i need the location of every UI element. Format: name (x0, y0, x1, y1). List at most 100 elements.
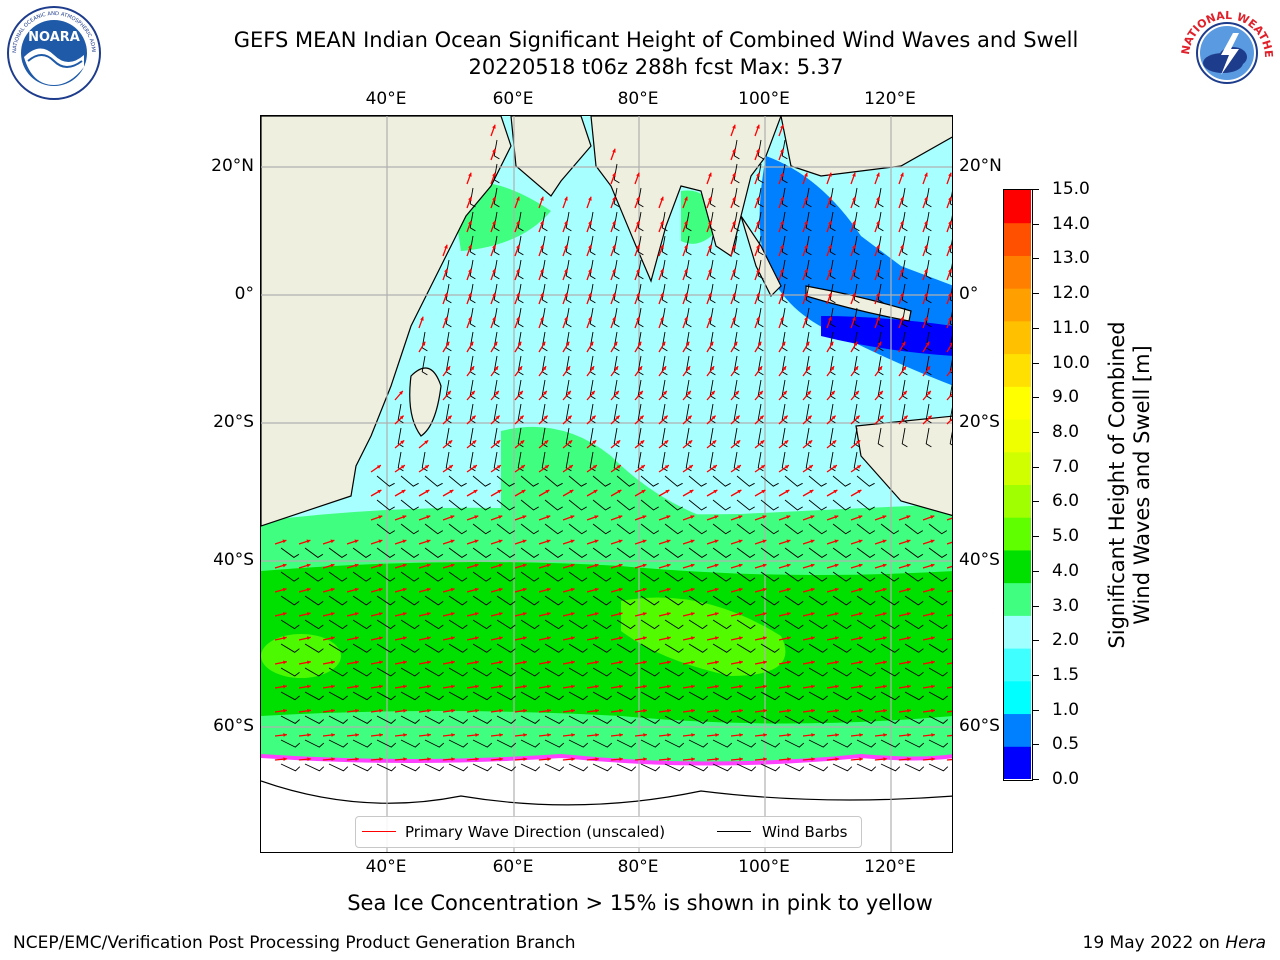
indochina-land (780, 116, 952, 177)
wind-barb (445, 259, 452, 280)
wave-direction-arrowhead (714, 636, 719, 640)
wind-barb (592, 595, 612, 606)
wind-barb (541, 451, 548, 472)
wind-barb (544, 643, 564, 653)
wind-barb (328, 595, 348, 606)
wind-barb (712, 619, 732, 630)
wave-direction-arrowhead (642, 636, 647, 640)
wind-barb (565, 451, 572, 472)
wave-direction-arrowhead (855, 415, 860, 420)
wind-barb (856, 595, 876, 606)
wind-barb (544, 763, 565, 772)
wave-direction-arrowhead (282, 563, 287, 568)
wave-direction-arrowhead (523, 684, 527, 689)
wind-barb (856, 667, 876, 677)
wave-direction-arrow (946, 418, 952, 425)
wind-barb (352, 547, 372, 558)
wave-direction-arrowhead (379, 708, 383, 713)
wind-barb (376, 475, 395, 487)
wind-barb (448, 715, 468, 724)
wind-barb (472, 595, 492, 606)
wave-direction-arrowhead (951, 391, 952, 394)
wind-barb (904, 691, 924, 701)
wave-direction-arrowhead (474, 515, 479, 519)
wind-barb (448, 667, 468, 677)
wind-barb (925, 283, 932, 304)
wind-barb (397, 451, 404, 472)
lat-tick-left: 20°S (213, 412, 254, 432)
wave-direction-arrowhead (667, 733, 671, 737)
wave-direction-arrowhead (828, 196, 832, 201)
wind-barb (853, 403, 860, 424)
wind-barb (904, 667, 924, 677)
wind-barb (757, 235, 764, 256)
wind-barb (568, 643, 588, 653)
wind-barb (448, 547, 468, 558)
wind-barb (757, 163, 764, 184)
wind-barb (640, 739, 661, 748)
wave-direction-arrowhead (639, 390, 643, 395)
wave-direction-arrowhead (468, 268, 472, 273)
wave-direction-arrowhead (612, 196, 616, 201)
wave-direction-arrowhead (498, 515, 503, 519)
wind-barb (493, 259, 500, 280)
colorbar-swatch (1004, 680, 1031, 715)
wave-direction-arrowhead (900, 220, 904, 225)
wind-barb (640, 643, 660, 653)
wind-barb (832, 475, 851, 487)
wave-direction-arrowhead (786, 539, 791, 544)
wave-direction-arrowhead (571, 684, 575, 689)
lat-tick-right: 20°S (959, 412, 1000, 432)
wind-barb (493, 187, 500, 208)
wave-direction-arrowhead (666, 563, 671, 568)
wave-direction-arrowhead (763, 660, 767, 665)
wave-direction-arrowhead (709, 341, 714, 346)
wind-barb (616, 643, 636, 653)
wave-direction-arrowhead (787, 708, 791, 713)
wave-direction-arrow (946, 541, 952, 545)
wind-barb (880, 667, 900, 677)
wave-direction-arrowhead (780, 244, 784, 249)
wind-barb (280, 763, 301, 772)
map-panel (260, 115, 953, 853)
wave-direction-arrowhead (780, 292, 784, 297)
wind-barb (925, 211, 932, 232)
wave-direction-arrowhead (684, 316, 688, 321)
wave-direction-arrowhead (809, 490, 814, 494)
wind-barb (280, 619, 300, 630)
wind-barb (424, 499, 443, 511)
wind-barb (736, 643, 756, 653)
wind-barb (448, 523, 468, 535)
wave-direction-arrowhead (618, 515, 623, 519)
wave-direction-arrowhead (738, 515, 743, 519)
wave-direction-arrowhead (907, 708, 911, 713)
wind-barb (901, 427, 908, 448)
wind-barb (856, 739, 877, 748)
wind-barb (496, 691, 516, 701)
wave-direction-arrowhead (379, 660, 383, 665)
wave-direction-arrowhead (660, 316, 664, 321)
wave-direction-arrowhead (859, 733, 863, 737)
wave-direction-arrowhead (852, 316, 856, 321)
wind-barb (565, 403, 572, 424)
wave-direction-arrowhead (787, 660, 791, 665)
wave-direction-arrowhead (948, 196, 952, 201)
wave-direction-arrowhead (543, 415, 548, 420)
wind-barb (805, 307, 812, 328)
wind-barb (808, 763, 829, 772)
wind-barb (808, 691, 828, 701)
wind-barb (757, 139, 764, 160)
wind-barb (592, 763, 613, 772)
wave-direction-arrowhead (834, 539, 839, 544)
wave-direction-arrowhead (594, 612, 599, 616)
colorbar-tick-mark (1033, 709, 1039, 711)
wind-barb (733, 235, 740, 256)
wave-direction-arrowhead (684, 292, 688, 297)
wind-barb (829, 451, 836, 472)
wave-direction-arrowhead (643, 684, 647, 689)
wind-barb (568, 739, 589, 748)
wave-direction-arrowhead (591, 415, 596, 420)
wave-direction-arrowhead (520, 440, 525, 445)
wave-direction-arrowhead (401, 490, 406, 494)
wave-direction-arrowhead (810, 636, 815, 640)
